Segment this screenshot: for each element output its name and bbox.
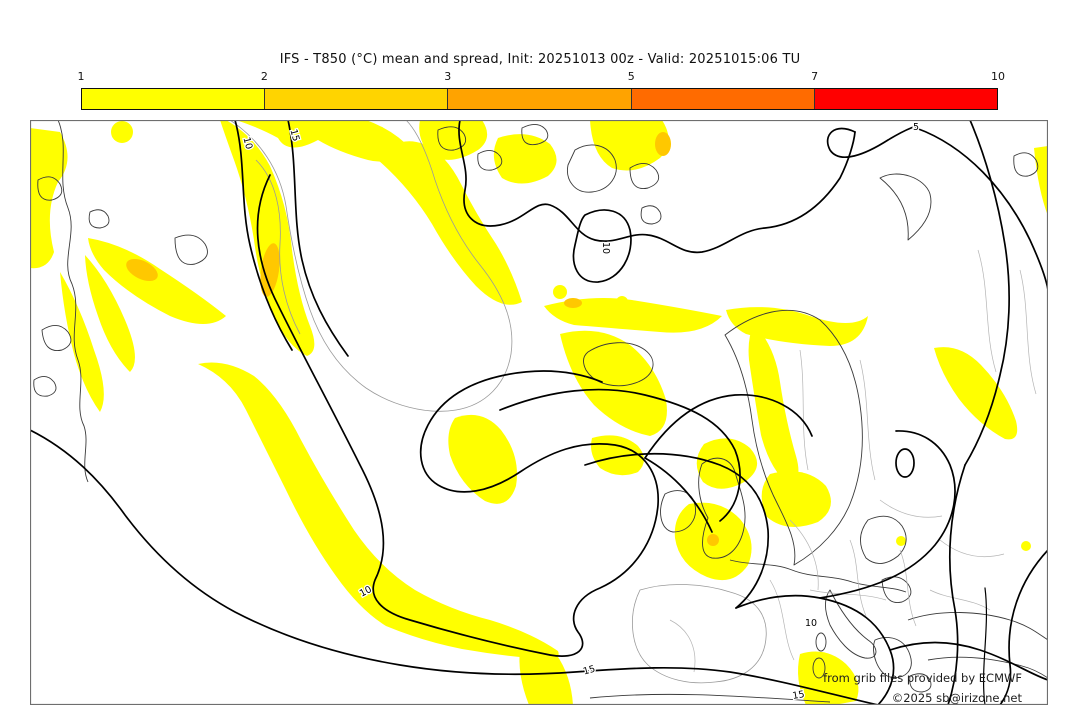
contour-label: 15 [288, 128, 302, 143]
contour-label: 10 [805, 618, 817, 629]
colorbar-segment [447, 89, 631, 109]
colorbar-tick: 7 [811, 70, 819, 83]
attribution-source: from grib files provided by ECMWF [823, 671, 1022, 685]
spread-shading-level2 [126, 132, 719, 546]
spread-shading-level1 [30, 120, 1048, 705]
temperature-contours [30, 120, 1048, 705]
contour-label: 5 [913, 122, 919, 133]
contour-label: 15 [582, 664, 597, 678]
contour-label: 10 [600, 242, 611, 254]
country-borders [669, 249, 1037, 673]
colorbar-ticks: 1 2 3 5 7 10 [77, 70, 1006, 84]
colorbar-tick: 1 [77, 70, 85, 83]
colorbar-tick: 2 [260, 70, 268, 83]
colorbar-segment [264, 89, 448, 109]
colorbar-tick: 5 [627, 70, 635, 83]
attribution-copyright: ©2025 sb@irizone.net [892, 691, 1023, 705]
colorbar-segment [630, 89, 814, 109]
colorbar-tick: 10 [991, 70, 1005, 83]
colorbar [81, 88, 998, 110]
colorbar-tick: 3 [444, 70, 452, 83]
contour-label: 15 [792, 689, 806, 702]
colorbar-segment [813, 89, 998, 109]
contour-label: 10 [241, 136, 255, 151]
coastlines [33, 120, 1048, 703]
page-title: IFS - T850 (°C) mean and spread, Init: 2… [279, 52, 801, 67]
map-frame [30, 120, 1048, 705]
colorbar-segment [82, 89, 265, 109]
